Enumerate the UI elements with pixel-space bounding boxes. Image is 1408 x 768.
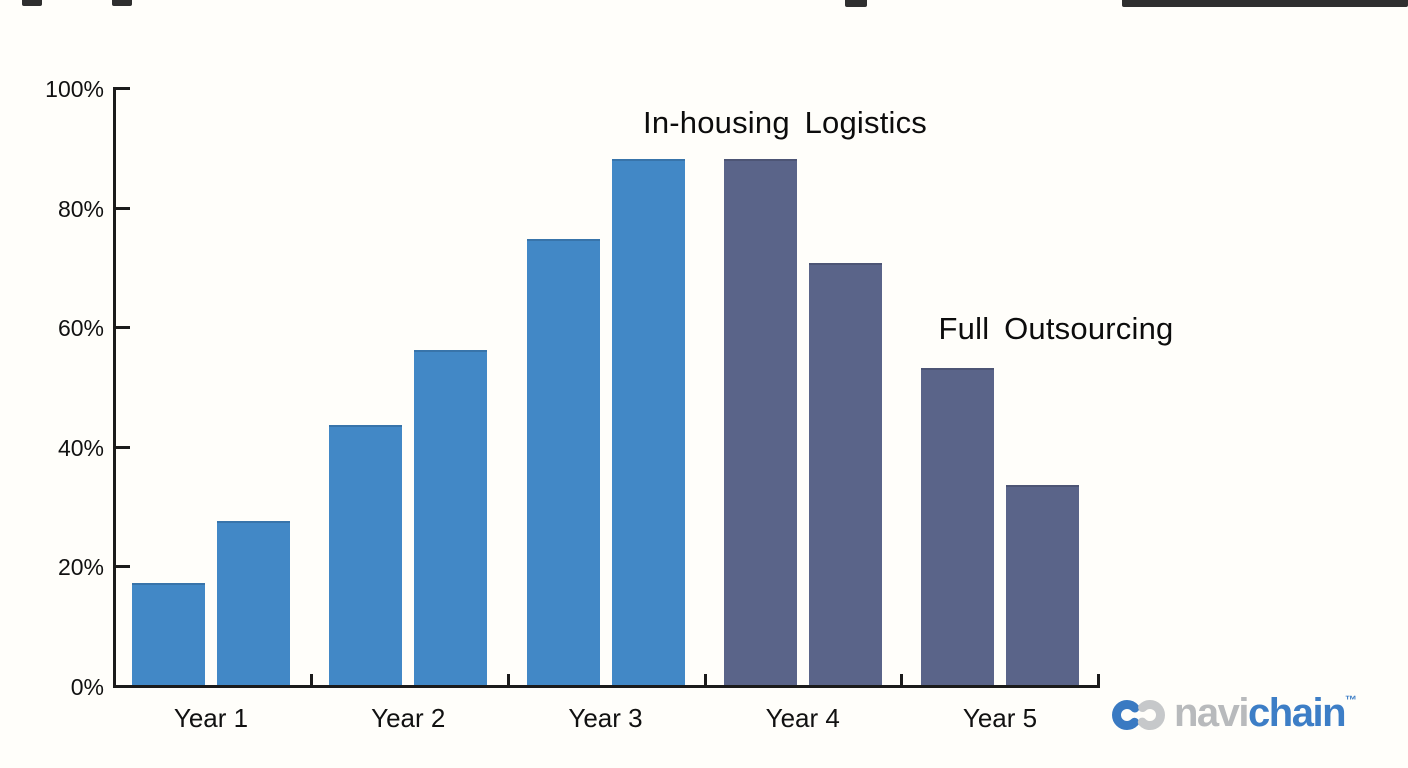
y-tick [116,326,130,330]
y-tick-label: 20% [57,554,104,581]
y-tick-label: 40% [57,434,104,461]
bar-year1-b [217,521,290,685]
logo-text-chain: chain [1248,691,1346,735]
bar-year4-a [724,159,797,685]
navichain-logo: navichain™ [1112,691,1358,742]
y-tick-label: 0% [70,674,104,700]
bar-year2-b [414,350,487,685]
y-tick-label: 80% [57,195,104,222]
y-tick [116,206,130,210]
bar-year4-b [809,263,882,685]
y-axis-line [113,87,116,687]
bar-year3-b [612,159,685,685]
x-axis-label: Year 1 [173,703,249,733]
series-label-inhousing: In-housing Logistics [643,105,927,140]
top-edge-artifact [22,0,42,6]
series-label-outsourcing: Full Outsourcing [938,311,1174,346]
chain-links-icon [1112,694,1174,738]
bar-year3-a [527,239,600,685]
y-tick-label: 60% [57,315,104,342]
bar-year1-a [132,583,205,685]
x-axis-label: Year 5 [962,703,1038,733]
top-edge-artifact [845,0,867,7]
x-axis-label: Year 4 [765,703,840,733]
x-tick [1097,674,1100,685]
x-tick [506,674,510,685]
top-edge-artifact [112,0,132,6]
x-tick [703,674,707,685]
x-tick [310,674,313,685]
bar-year5-a [921,368,994,685]
y-tick [116,565,130,569]
logo-text-navi: navi [1174,691,1250,735]
logo-tm-mark: ™ [1345,693,1358,707]
x-tick [900,674,904,685]
bar-year5-b [1006,485,1079,685]
y-tick [116,87,130,90]
x-axis-line [113,685,1100,688]
y-tick-label: 100% [45,76,104,102]
y-tick [116,445,130,449]
top-edge-artifact [1122,0,1408,7]
x-axis-label: Year 3 [568,703,643,733]
x-axis-label: Year 2 [371,703,446,733]
bar-year2-a [329,425,402,685]
